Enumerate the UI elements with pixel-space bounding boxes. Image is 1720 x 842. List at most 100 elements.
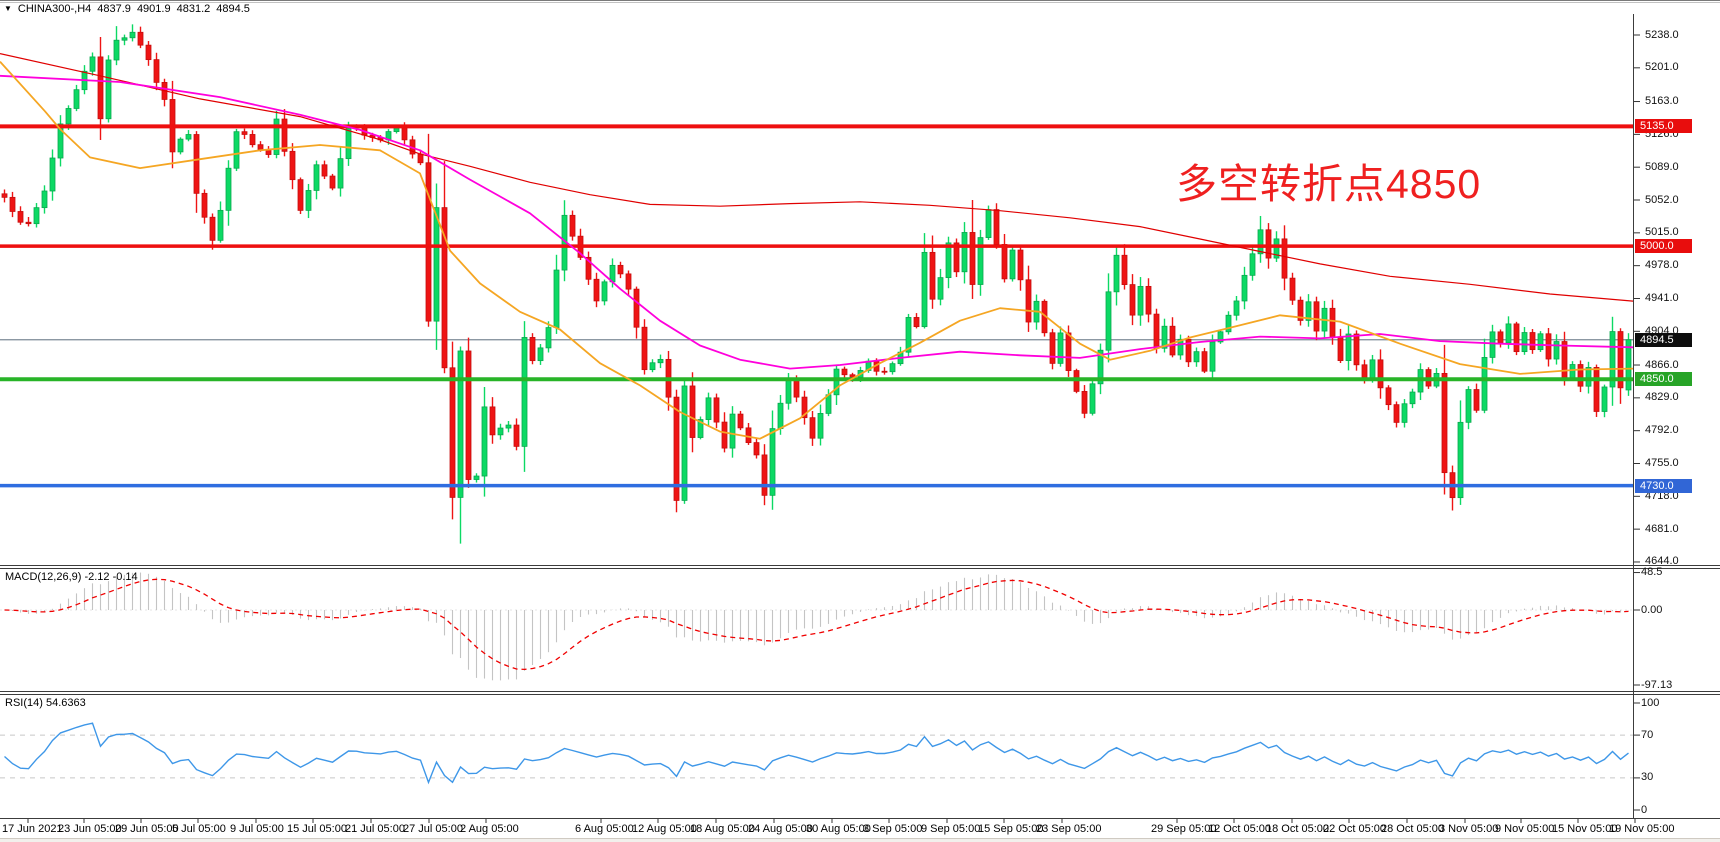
- panel-separator[interactable]: [0, 565, 1720, 566]
- candle: [1137, 285, 1144, 316]
- candle: [649, 362, 656, 371]
- candle: [1209, 341, 1216, 372]
- candle: [1217, 331, 1224, 343]
- candle: [641, 326, 648, 371]
- candle: [449, 367, 456, 498]
- candle: [1625, 339, 1632, 391]
- macd-signal-line: [4, 578, 1629, 671]
- candle: [1481, 357, 1488, 411]
- macd-plot: [0, 572, 1633, 681]
- rsi-tick-label: 0: [1641, 803, 1648, 816]
- candle: [313, 164, 320, 191]
- candle: [1081, 391, 1088, 414]
- candle: [1561, 341, 1568, 379]
- time-tick-label: 12 Oct 05:00: [1208, 823, 1271, 835]
- candle: [1121, 254, 1128, 285]
- price-tick-label: 4904.0: [1645, 324, 1679, 337]
- candle: [809, 417, 816, 439]
- candle: [1281, 238, 1288, 279]
- candle: [833, 368, 840, 396]
- candle: [905, 317, 912, 353]
- candle: [529, 337, 536, 362]
- candle: [937, 277, 944, 300]
- panel-separator: [0, 568, 1720, 569]
- candle: [121, 37, 128, 41]
- candle: [1193, 351, 1200, 363]
- candle: [993, 209, 1000, 245]
- candle: [921, 251, 928, 328]
- candle: [1593, 367, 1600, 412]
- price-tick-label: 4941.0: [1645, 291, 1679, 304]
- candle: [305, 190, 312, 211]
- price-badge-4730.0: 4730.0: [1635, 478, 1692, 493]
- candle: [889, 363, 896, 373]
- candle: [441, 207, 448, 369]
- candle: [321, 164, 328, 177]
- ohlc-low-value: 4831.2: [176, 3, 211, 15]
- candle: [489, 406, 496, 436]
- candle: [1233, 300, 1240, 316]
- candle: [1609, 331, 1616, 388]
- price-tick-label: 5126.0: [1645, 127, 1679, 140]
- price-tick-label: 4829.0: [1645, 391, 1679, 404]
- candle: [1353, 333, 1360, 366]
- symbol-dropdown-icon[interactable]: ▼: [4, 3, 12, 13]
- time-tick-label: 9 Jul 05:00: [230, 823, 284, 835]
- time-tick-label: 21 Jul 05:00: [345, 823, 405, 835]
- ohlc-close-value: 4894.5: [216, 3, 250, 15]
- candle: [41, 190, 48, 209]
- candle: [177, 138, 184, 153]
- candle: [1297, 299, 1304, 321]
- candle: [625, 273, 632, 290]
- time-tick-label: 6 Aug 05:00: [575, 823, 634, 835]
- price-tick-label: 5015.0: [1645, 226, 1679, 239]
- candle: [329, 175, 336, 189]
- candle: [1617, 331, 1624, 389]
- candle: [233, 131, 240, 169]
- macd-tick-label: 48.5: [1641, 566, 1663, 579]
- candle: [1009, 249, 1016, 280]
- price-tick-label: 5201.0: [1645, 61, 1679, 74]
- time-tick-label: 28 Oct 05:00: [1381, 823, 1444, 835]
- candle: [217, 209, 224, 241]
- price-badge-5000.0: 5000.0: [1635, 239, 1692, 254]
- candle: [57, 123, 64, 159]
- panel-separator[interactable]: [0, 691, 1720, 692]
- price-tick-label: 5238.0: [1645, 28, 1679, 41]
- macd-tick-label: -97.13: [1641, 678, 1673, 691]
- candle: [1369, 359, 1376, 379]
- candle: [521, 337, 528, 447]
- candle: [137, 31, 144, 46]
- candle: [425, 162, 432, 322]
- candle: [1097, 349, 1104, 385]
- candle: [1473, 389, 1480, 411]
- candle: [505, 424, 512, 429]
- candle: [1393, 404, 1400, 423]
- candle: [1361, 364, 1368, 379]
- price-axis-line[interactable]: [1633, 14, 1634, 819]
- candle: [1153, 313, 1160, 349]
- candle: [745, 427, 752, 443]
- candle: [1145, 285, 1152, 315]
- time-tick-label: 22 Oct 05:00: [1323, 823, 1386, 835]
- chart-annotation-text[interactable]: 多空转折点4850: [1176, 161, 1482, 207]
- candle: [1201, 351, 1208, 372]
- candle: [985, 209, 992, 238]
- candle: [513, 424, 520, 447]
- price-badge-4894.5: 4894.5: [1635, 332, 1692, 347]
- candle: [969, 232, 976, 285]
- candle: [1089, 383, 1096, 414]
- candle: [1025, 279, 1032, 323]
- candle: [929, 251, 936, 300]
- candle: [585, 256, 592, 280]
- price-badge-5135.0: 5135.0: [1635, 119, 1692, 134]
- candle: [569, 214, 576, 237]
- candle: [1257, 229, 1264, 255]
- candle: [1577, 364, 1584, 387]
- candle: [1241, 274, 1248, 302]
- time-tick-label: 30 Aug 05:00: [806, 823, 871, 835]
- candle: [289, 150, 296, 181]
- candle: [961, 232, 968, 273]
